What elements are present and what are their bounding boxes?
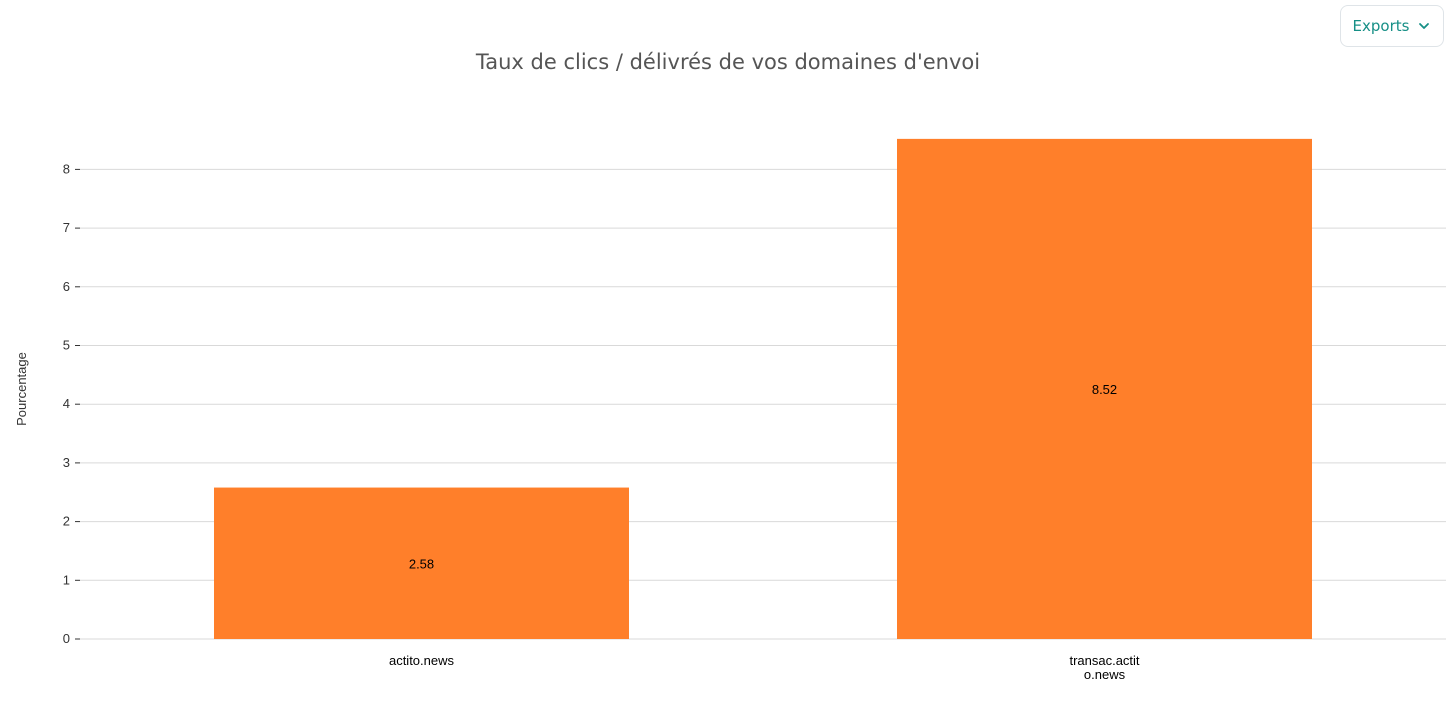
exports-label: Exports <box>1352 17 1410 35</box>
y-tick-label: 8 <box>63 161 70 176</box>
y-tick-label: 6 <box>63 279 70 294</box>
y-tick-label: 5 <box>63 338 70 353</box>
bar <box>214 487 629 639</box>
data-label: 2.58 <box>409 556 434 571</box>
bar <box>897 138 1312 639</box>
y-tick-label: 4 <box>63 396 70 411</box>
y-tick-label: 0 <box>63 631 70 646</box>
chart-title: Taux de clics / délivrés de vos domaines… <box>475 50 981 74</box>
chevron-down-icon <box>1417 19 1431 33</box>
y-tick-label: 3 <box>63 455 70 470</box>
y-axis-title: Pourcentage <box>14 352 29 426</box>
exports-button[interactable]: Exports <box>1340 5 1444 47</box>
x-tick-label: actito.news <box>389 653 455 668</box>
data-label: 8.52 <box>1092 382 1117 397</box>
y-tick-label: 1 <box>63 572 70 587</box>
y-tick-label: 7 <box>63 220 70 235</box>
x-tick-label: transac.actit o.news <box>1069 653 1139 682</box>
y-tick-label: 2 <box>63 514 70 529</box>
